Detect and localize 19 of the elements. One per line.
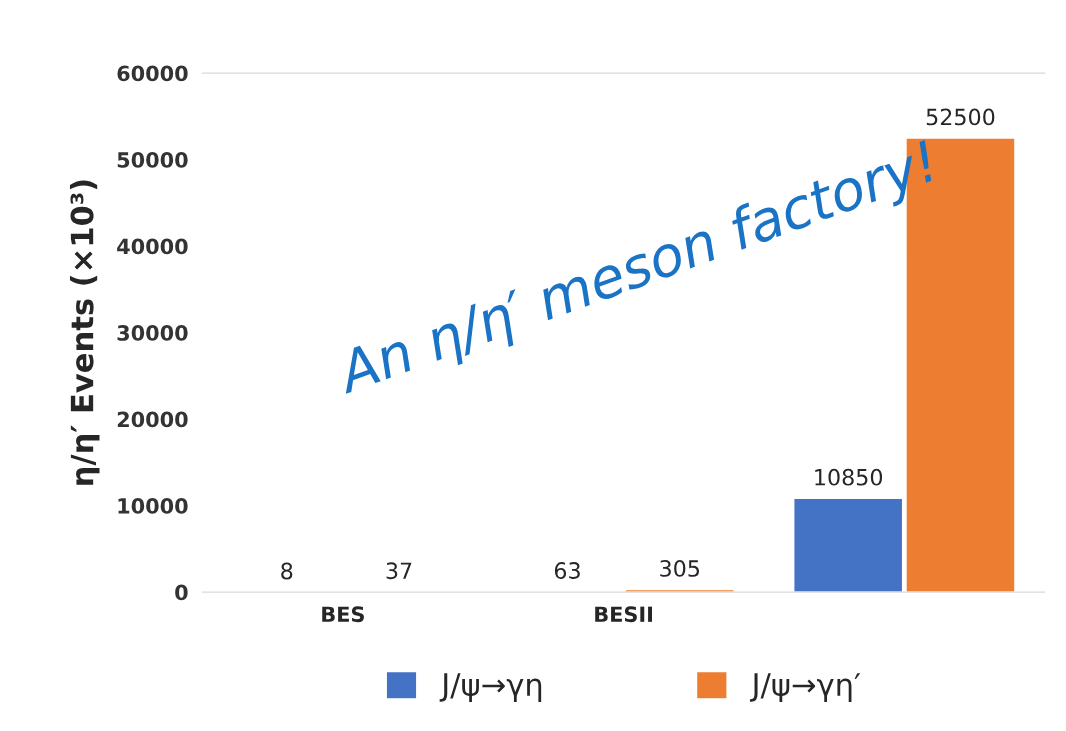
data-label: 305 (660, 560, 700, 577)
y-tick-label: 30000 (117, 325, 188, 341)
data-label: 37 (386, 562, 412, 580)
data-label: 8 (281, 562, 293, 580)
y-tick-label: 60000 (117, 65, 188, 82)
y-tick-label: 40000 (117, 238, 188, 255)
y-axis-title: η/η′ Events (×10³) (69, 180, 100, 485)
data-label: 63 (554, 562, 580, 579)
data-label: 52500 (926, 108, 995, 126)
y-tick-label: 50000 (117, 152, 188, 168)
legend-label: J/ψ→γη (439, 673, 542, 702)
data-label: 10850 (815, 468, 883, 486)
legend-label: J/ψ→γη′ (749, 673, 861, 702)
x-tick-label: BESII (595, 606, 652, 623)
y-tick-label: 0 (175, 584, 188, 601)
bar (793, 497, 904, 593)
y-tick-label: 20000 (117, 411, 188, 428)
x-tick-label: BES (322, 606, 364, 623)
y-tick-label: 10000 (118, 498, 188, 514)
